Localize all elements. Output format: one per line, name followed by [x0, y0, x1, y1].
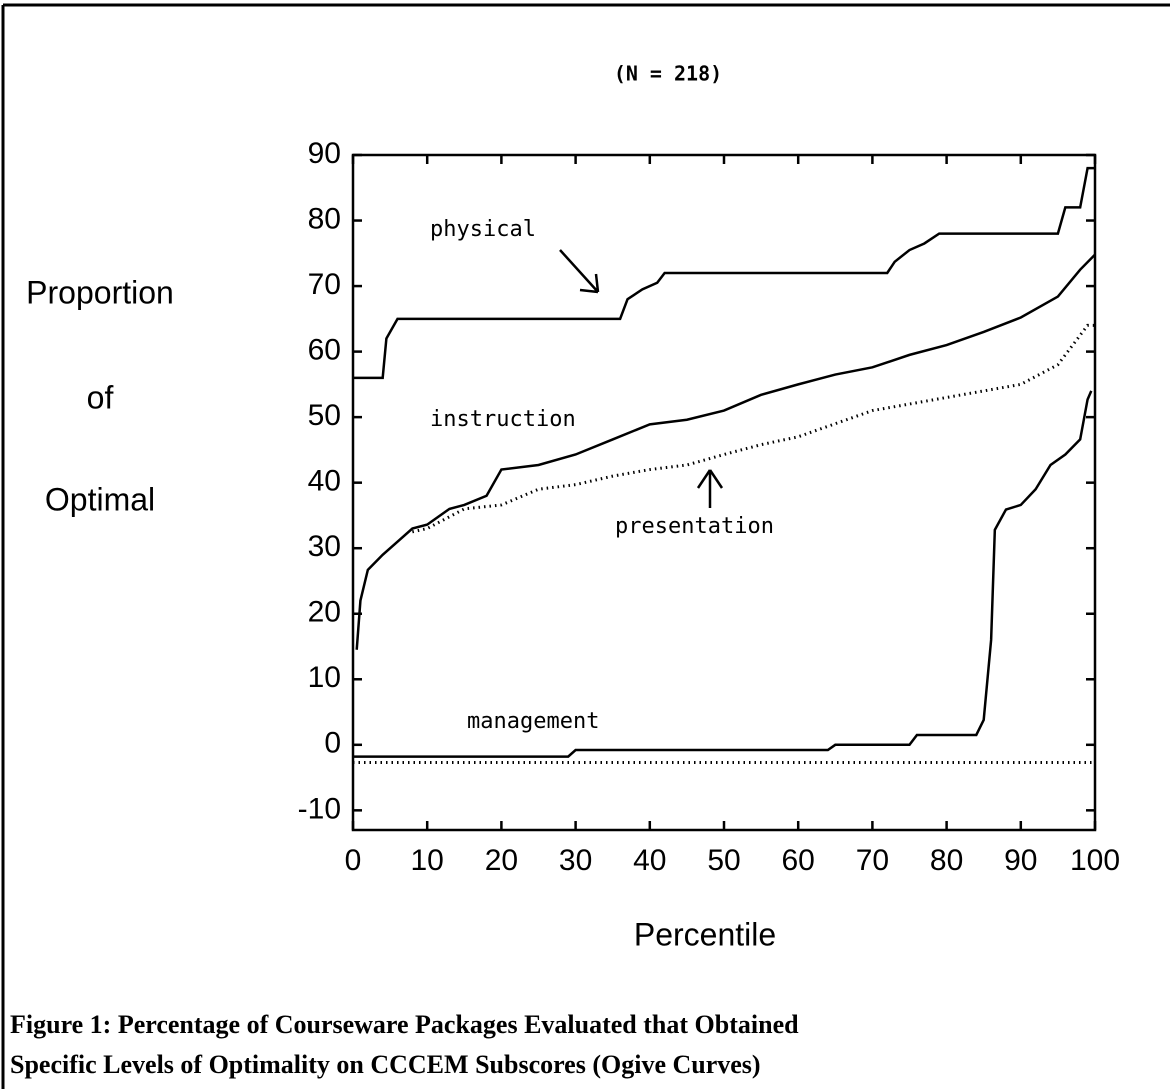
y-axis-label: Optimal — [45, 481, 155, 517]
x-tick-label: 10 — [411, 844, 444, 877]
y-tick-label: 0 — [324, 727, 341, 760]
x-tick-label: 0 — [345, 844, 362, 877]
caption: Figure 1: Percentage of Courseware Packa… — [10, 1010, 799, 1039]
x-tick-label: 100 — [1070, 844, 1120, 877]
series-label: physical — [430, 217, 536, 242]
caption: Specific Levels of Optimality on CCCEM S… — [10, 1050, 761, 1079]
y-tick-label: 50 — [308, 399, 341, 432]
y-axis-label: Proportion — [26, 274, 174, 310]
series-label: instruction — [430, 407, 576, 432]
y-tick-label: 60 — [308, 334, 341, 367]
series-line — [353, 166, 1095, 380]
y-tick-label: 20 — [308, 596, 341, 629]
y-tick-label: 40 — [308, 465, 341, 498]
x-tick-label: 30 — [559, 844, 592, 877]
series-line — [353, 390, 1093, 758]
y-tick-label: 70 — [308, 268, 341, 301]
x-tick-label: 60 — [782, 844, 815, 877]
y-tick-label: 30 — [308, 530, 341, 563]
y-tick-label: -10 — [298, 792, 341, 825]
series-line — [355, 253, 1096, 650]
x-axis-label: Percentile — [634, 916, 776, 952]
series-label: presentation — [615, 514, 774, 539]
plot-frame — [351, 153, 1097, 832]
x-tick-label: 20 — [485, 844, 518, 877]
y-axis-label: of — [87, 379, 114, 415]
x-tick-label: 80 — [930, 844, 963, 877]
annotation-arrow — [696, 469, 724, 508]
y-tick-label: 10 — [308, 661, 341, 694]
x-tick-label: 70 — [856, 844, 889, 877]
x-tick-label: 90 — [1004, 844, 1037, 877]
annotation-arrow — [559, 249, 600, 294]
subtitle: (N = 218) — [614, 62, 722, 86]
y-tick-label: 80 — [308, 202, 341, 235]
x-tick-label: 40 — [633, 844, 666, 877]
x-tick-label: 50 — [707, 844, 740, 877]
series-label: management — [467, 709, 599, 734]
y-tick-label: 90 — [308, 137, 341, 170]
